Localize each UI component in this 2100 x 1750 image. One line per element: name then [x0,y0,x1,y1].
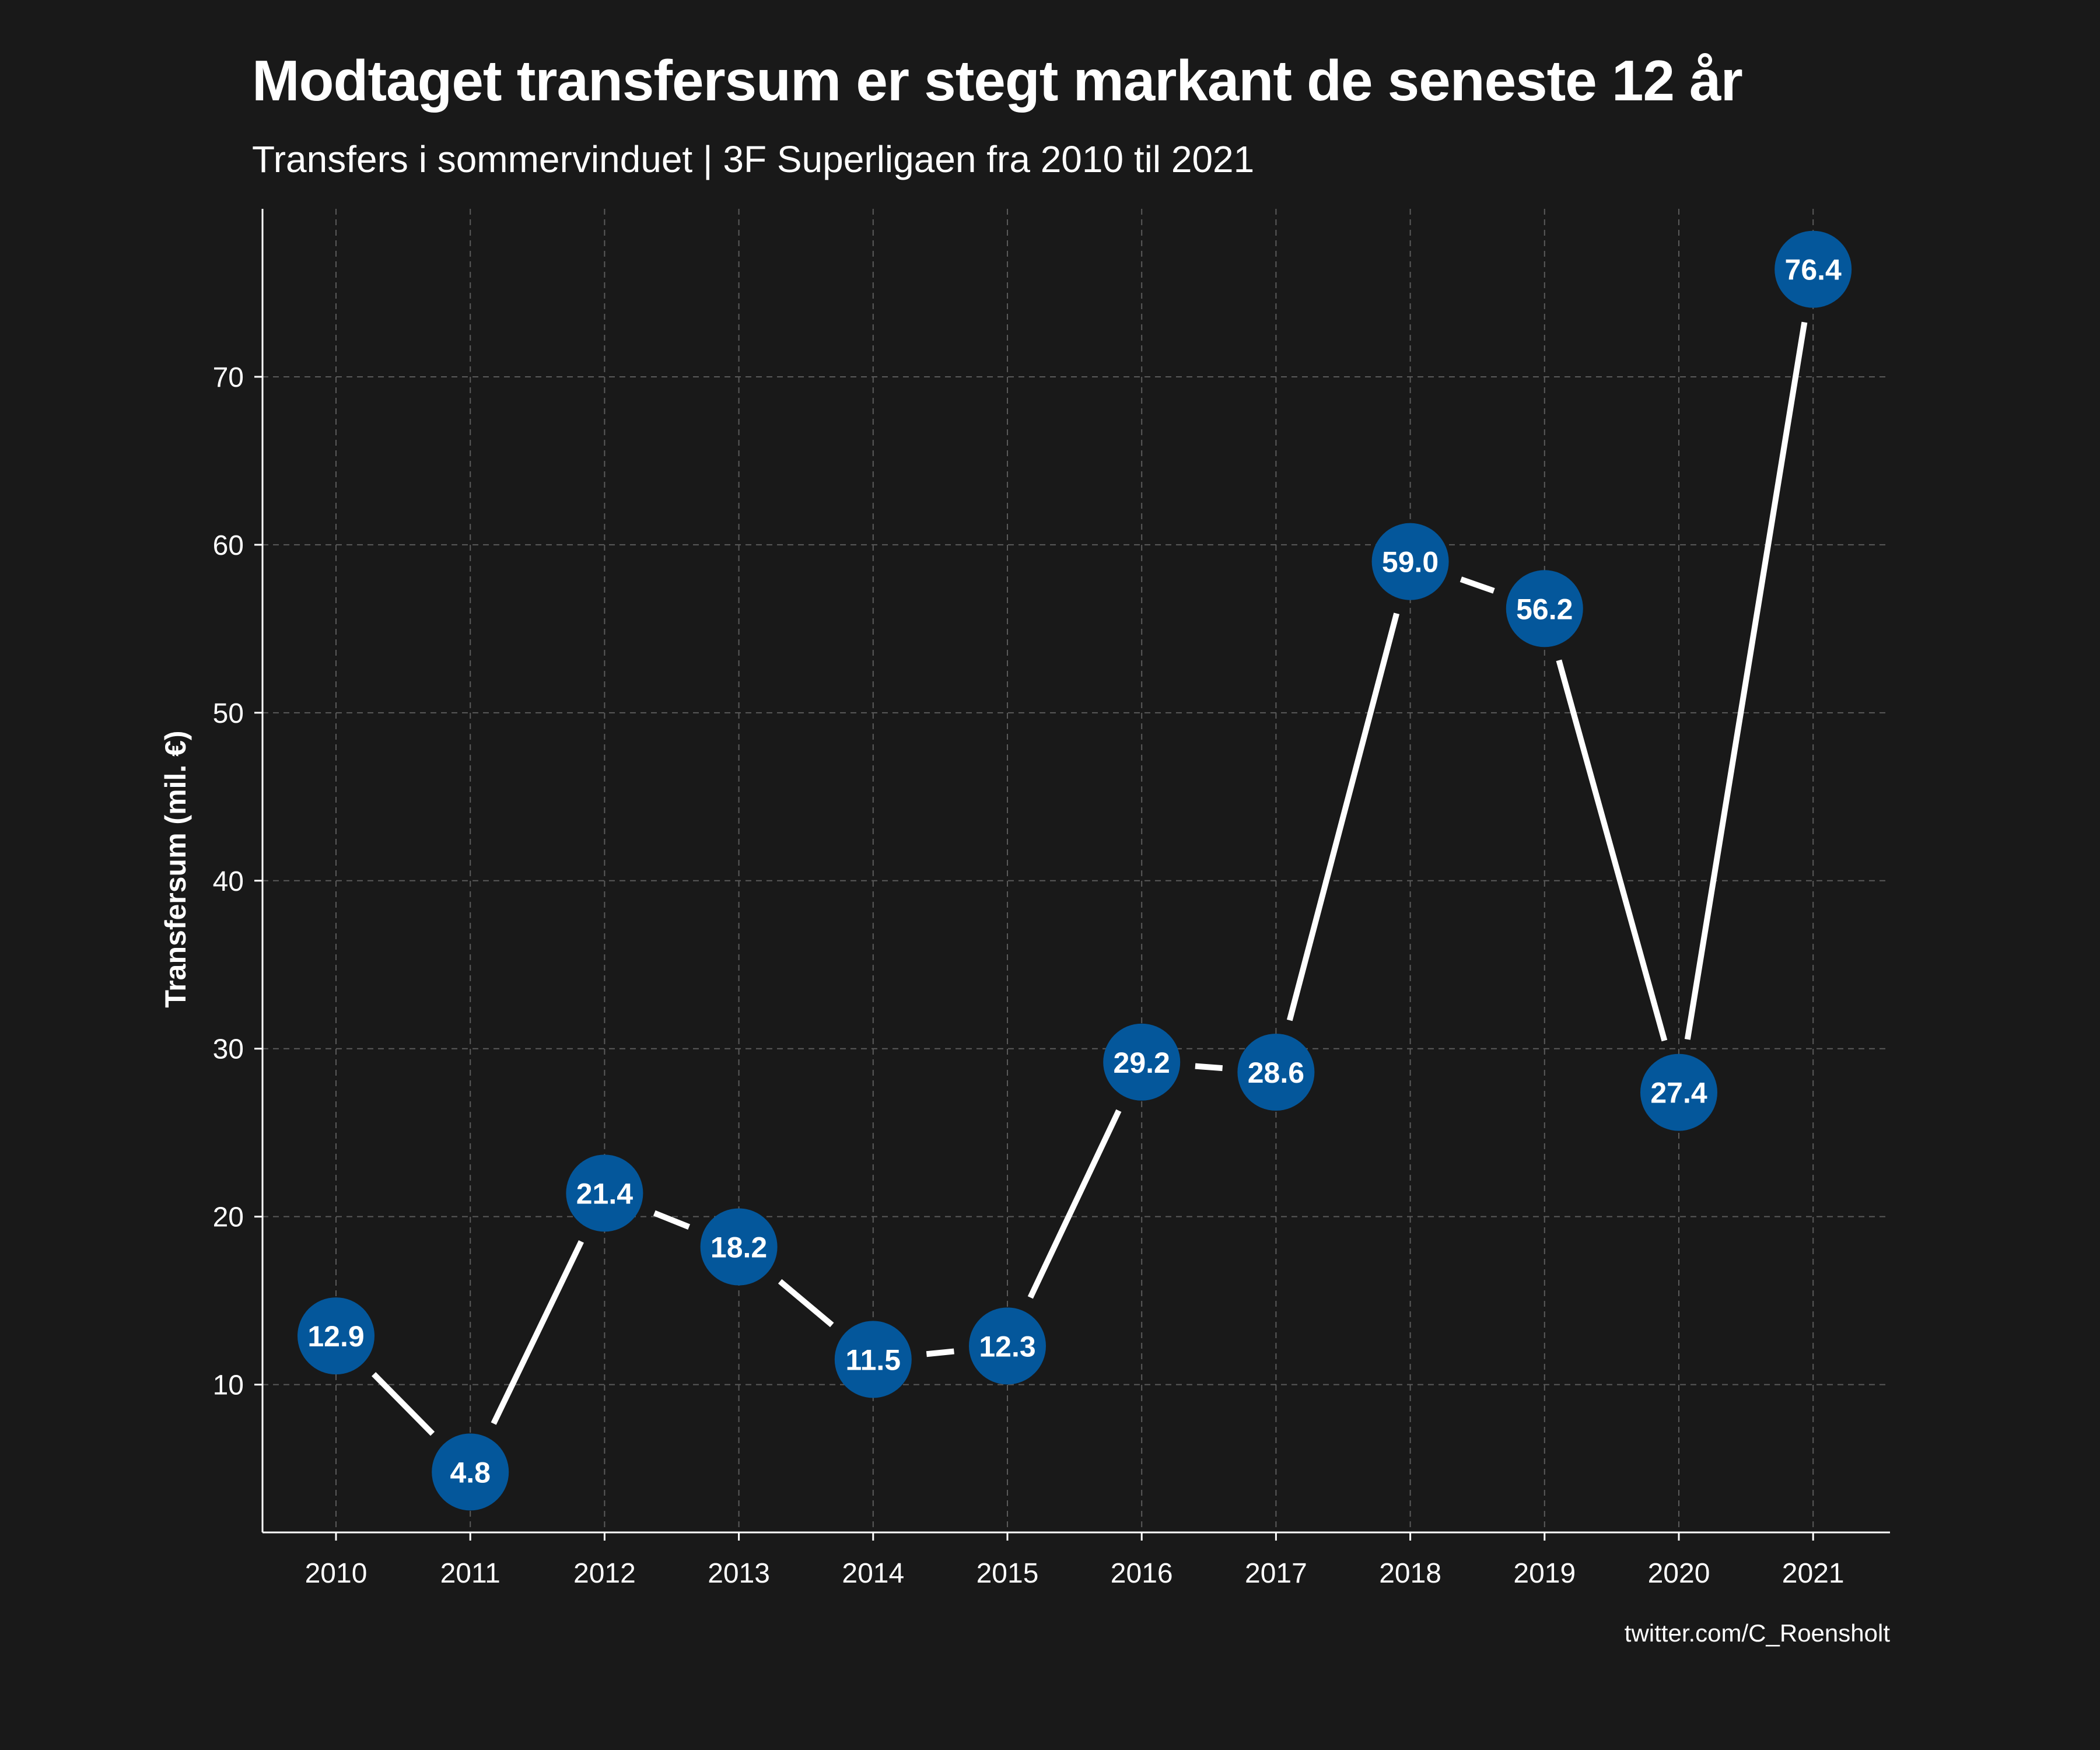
y-tick-label: 30 [213,1034,244,1065]
grid-lines [262,209,1890,1532]
line-segment [1027,1109,1122,1299]
x-tick-label: 2018 [1379,1558,1441,1589]
axes [261,209,1890,1534]
y-tick-label: 60 [213,530,244,561]
line-segment [1556,659,1668,1042]
data-point [298,1297,374,1375]
chart-title: Modtaget transfersum er stegt markant de… [252,48,1743,113]
x-tick-label: 2014 [842,1558,904,1589]
line-segment [491,1240,584,1425]
line-segment [1286,612,1400,1021]
y-tick-label: 50 [213,698,244,729]
y-tick-label: 10 [213,1370,244,1401]
data-point [969,1307,1046,1385]
y-axis-label: Transfersum (mil. €) [159,730,192,1007]
source-caption: twitter.com/C_Roensholt [1624,1619,1890,1647]
x-tick-label: 2020 [1648,1558,1710,1589]
line-segment [926,1348,954,1357]
data-point [834,1321,912,1398]
x-ticks: 2010 2011 2012 2013 2014 2015 2016 2017 2018 2019… [305,1532,1845,1589]
data-label: 18.2 [710,1231,767,1264]
x-tick-label: 2017 [1245,1558,1307,1589]
data-point [1237,1034,1315,1111]
x-tick-label: 2011 [440,1558,501,1589]
y-tick-label: 70 [213,362,244,393]
data-label: 12.9 [307,1320,364,1353]
data-point [700,1208,778,1286]
x-tick-label: 2016 [1111,1558,1173,1589]
line-segment [1460,576,1495,594]
data-point [432,1433,509,1511]
data-point [566,1154,643,1232]
data-point [1371,523,1449,600]
x-tick-label: 2012 [573,1558,636,1589]
y-ticks: 10 20 30 40 50 60 70 [213,362,262,1401]
x-tick-label: 2021 [1782,1558,1845,1589]
data-label: 11.5 [846,1343,901,1376]
data-label: 21.4 [576,1177,634,1210]
data-label: 59.0 [1382,546,1438,579]
line-segment [1684,321,1808,1040]
line-segment [372,1372,435,1436]
x-tick-label: 2010 [305,1558,368,1589]
x-tick-label: 2013 [708,1558,770,1589]
line-segment [778,1279,834,1328]
line-segments [372,321,1808,1436]
data-label: 29.2 [1114,1046,1170,1079]
data-label: 56.2 [1516,593,1573,625]
data-point [1506,570,1583,648]
y-tick-label: 20 [213,1202,244,1233]
data-point [1774,230,1852,308]
line-segment [1195,1063,1223,1072]
data-label: 27.4 [1650,1077,1707,1110]
line-segment [653,1210,691,1230]
data-label: 12.3 [979,1330,1035,1363]
data-point [1103,1023,1181,1101]
data-point [1640,1054,1717,1131]
data-label: 4.8 [450,1456,491,1489]
x-tick-label: 2019 [1513,1558,1576,1589]
chart-subtitle: Transfers i sommervinduet | 3F Superliga… [252,138,1255,180]
data-points: 12.9 4.8 21.4 18.2 11.5 12.3 29.2 28.6 59.0 56.2 2… [298,230,1852,1511]
data-label: 76.4 [1785,254,1842,286]
x-tick-label: 2015 [977,1558,1039,1589]
y-tick-label: 40 [213,866,244,897]
data-label: 28.6 [1248,1056,1304,1089]
